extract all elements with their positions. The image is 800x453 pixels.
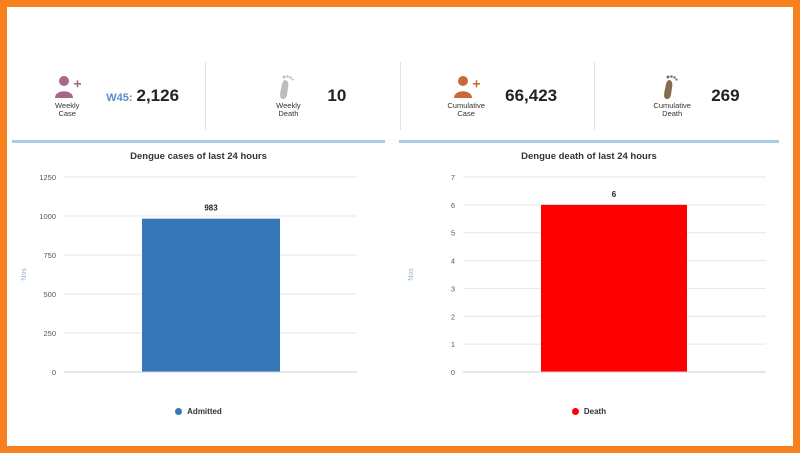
y-tick-label: 4	[451, 257, 455, 266]
y-tick-label: 250	[43, 329, 56, 338]
stat-caption-line1: Weekly	[276, 100, 301, 110]
legend-label: Admitted	[187, 407, 222, 416]
stat-weekly-case: Weekly Case W45: 2,126	[12, 62, 205, 130]
legend-label: Death	[583, 407, 607, 416]
y-tick-label: 750	[43, 251, 56, 260]
stat-caption: Cumulative Death	[653, 100, 691, 119]
stat-caption-line2: Death	[662, 109, 683, 118]
stat-value: 10	[327, 86, 347, 105]
stat-caption: Weekly Death	[276, 100, 301, 119]
stat-value: 269	[711, 86, 740, 105]
stat-value: 2,126	[136, 86, 180, 105]
person-add-icon	[55, 75, 82, 98]
y-tick-label: 2	[451, 312, 455, 321]
legend-marker	[571, 408, 579, 415]
data-label: 6	[612, 190, 617, 199]
stat-icon-wrap: Cumulative Case	[437, 74, 495, 119]
stats-strip: Weekly Case W45: 2,126 Weekly	[12, 62, 788, 130]
y-tick-label: 0	[451, 368, 455, 377]
stat-value-row: 10	[327, 86, 346, 106]
y-tick-label: 1250	[39, 173, 56, 182]
chart-title: Dengue cases of last 24 hours	[130, 151, 267, 162]
panel-divider	[399, 140, 779, 143]
stat-caption: Weekly Case	[54, 100, 80, 119]
stat-caption-line2: Case	[58, 109, 76, 118]
footprint-icon	[664, 74, 678, 99]
stat-icon-wrap: Weekly Case	[38, 74, 96, 119]
stat-caption-line1: Weekly	[54, 100, 80, 110]
y-tick-label: 1	[451, 340, 455, 349]
stat-caption-line2: Death	[278, 109, 299, 118]
y-axis-label: Nos	[21, 268, 28, 281]
data-label: 983	[204, 204, 218, 213]
stat-weekly-death: Weekly Death 10	[205, 62, 399, 130]
stat-cumulative-death: Cumulative Death 269	[593, 62, 788, 130]
deaths-bar-chart: 0 1 2 3 4 5 6 7 Nos 6	[408, 173, 766, 377]
stat-caption: Cumulative Case	[447, 100, 485, 119]
y-tick-label: 1000	[39, 212, 56, 221]
stat-value-row: 66,423	[505, 86, 557, 106]
stat-caption-line1: Cumulative	[447, 100, 485, 110]
stat-value: 66,423	[505, 86, 558, 105]
stat-caption-line2: Case	[457, 109, 475, 118]
y-axis-label: Nos	[408, 268, 415, 281]
deaths-chart-panel: Dengue death of last 24 hours 0 1 2 3 4 5 6 7 No…	[399, 140, 779, 420]
y-tick-label: 3	[451, 284, 455, 293]
y-tick-label: 5	[451, 229, 455, 238]
cases-chart-panel: Dengue cases of last 24 hours 0 250 500 750…	[12, 140, 385, 420]
y-tick-label: 7	[451, 173, 455, 182]
y-tick-label: 6	[451, 201, 455, 210]
stat-caption-line1: Cumulative	[653, 100, 691, 110]
stat-icon-wrap: Weekly Death	[259, 74, 317, 119]
stat-cumulative-case: Cumulative Case 66,423	[399, 62, 594, 130]
stat-value-row: W45: 2,126	[106, 86, 179, 106]
person-add-icon	[454, 75, 481, 98]
cases-bar-chart: 0 250 500 750 1000 1250 Nos 983	[21, 173, 357, 377]
chart-legend[interactable]: Death	[399, 407, 779, 416]
panel-divider	[12, 140, 385, 143]
y-tick-label: 0	[52, 368, 56, 377]
chart-title: Dengue death of last 24 hours	[521, 151, 657, 162]
week-label: W45:	[106, 92, 133, 104]
chart-legend[interactable]: Admitted	[12, 407, 385, 416]
footprint-icon	[280, 74, 295, 99]
stat-icon-wrap: Cumulative Death	[643, 74, 701, 119]
bar	[142, 218, 280, 372]
legend-marker	[175, 408, 183, 415]
bar	[541, 204, 687, 372]
stat-value-row: 269	[711, 86, 739, 106]
y-tick-label: 500	[43, 290, 56, 299]
